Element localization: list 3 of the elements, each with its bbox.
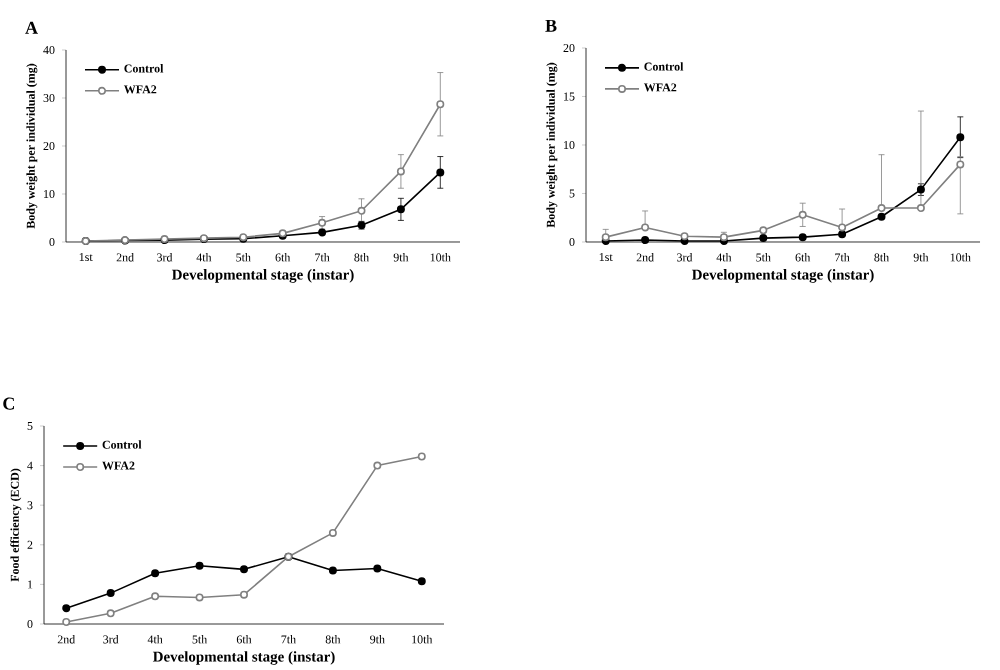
chart-title: C — [3, 397, 14, 410]
chart-title: A — [25, 21, 38, 34]
chart-title: B — [545, 19, 557, 32]
